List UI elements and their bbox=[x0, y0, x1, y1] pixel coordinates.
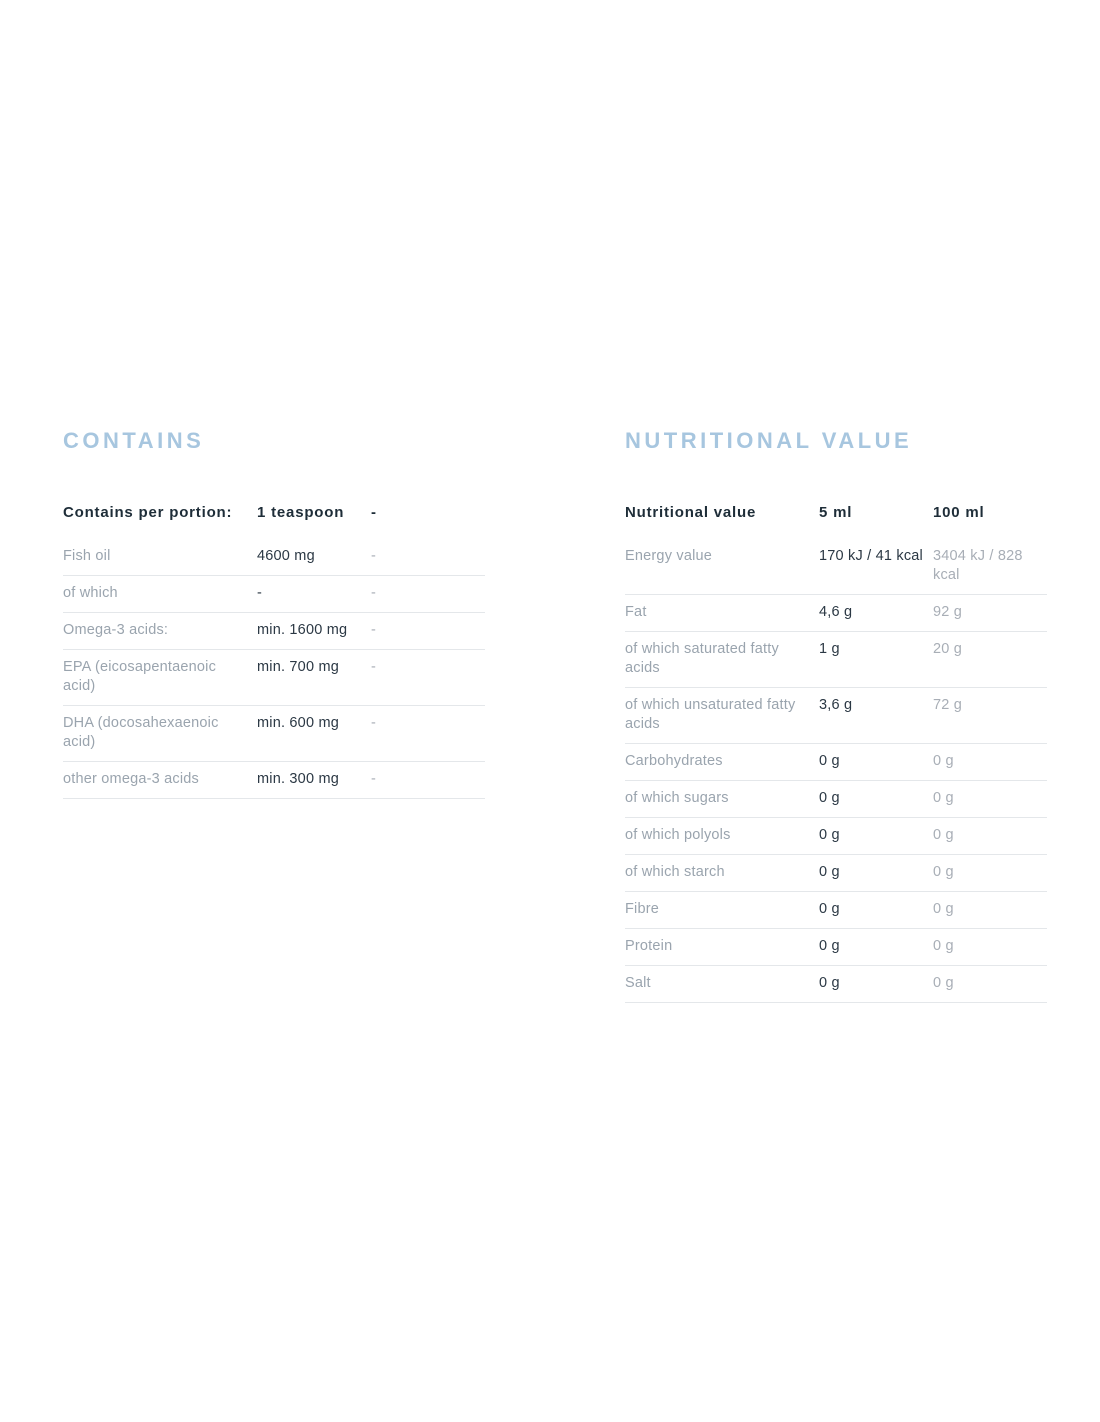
row-value: 3,6 g bbox=[819, 697, 853, 713]
table-row: Energy value 170 kJ / 41 kcal 3404 kJ / 82… bbox=[625, 539, 1047, 595]
row-label: of which saturated fatty acids bbox=[625, 641, 779, 676]
table-row: DHA (docosahexaenoic acid) min. 600 mg - bbox=[63, 706, 485, 762]
table-row: Salt 0 g 0 g bbox=[625, 966, 1047, 1003]
row-label: Energy value bbox=[625, 548, 713, 564]
table-row: of which saturated fatty acids 1 g 20 g bbox=[625, 632, 1047, 688]
table-row: Carbohydrates 0 g 0 g bbox=[625, 744, 1047, 781]
table-row: Fish oil 4600 mg - bbox=[63, 539, 485, 576]
contains-section-title: CONTAINS bbox=[63, 428, 205, 453]
row-label: of which unsaturated fatty acids bbox=[625, 697, 796, 732]
row-label: Omega-3 acids: bbox=[63, 622, 169, 638]
row-value: 170 kJ / 41 kcal bbox=[819, 548, 923, 564]
table-header-row: Contains per portion: 1 teaspoon - bbox=[63, 503, 485, 539]
row-secondary-value: - bbox=[371, 585, 377, 601]
row-label: Fat bbox=[625, 604, 647, 620]
row-secondary-value: - bbox=[371, 771, 377, 787]
row-value: 0 g bbox=[819, 790, 840, 806]
table-header-cell: - bbox=[371, 504, 377, 521]
table-row: of which starch 0 g 0 g bbox=[625, 855, 1047, 892]
table-header-row: Nutritional value 5 ml 100 ml bbox=[625, 503, 1047, 539]
row-secondary-value: 0 g bbox=[933, 827, 954, 843]
nutritional-value-section-title: NUTRITIONAL VALUE bbox=[625, 428, 913, 453]
row-value: - bbox=[257, 585, 263, 601]
table-row: other omega-3 acids min. 300 mg - bbox=[63, 762, 485, 799]
row-secondary-value: 0 g bbox=[933, 790, 954, 806]
row-value: 0 g bbox=[819, 975, 840, 991]
row-value: 0 g bbox=[819, 827, 840, 843]
row-value: 0 g bbox=[819, 753, 840, 769]
row-label: of which starch bbox=[625, 864, 725, 880]
row-value: 0 g bbox=[819, 938, 840, 954]
nutritional-value-table: Nutritional value 5 ml 100 ml Energy value 1… bbox=[625, 503, 1047, 1003]
row-value: 4,6 g bbox=[819, 604, 853, 620]
row-secondary-value: 0 g bbox=[933, 753, 954, 769]
row-value: min. 300 mg bbox=[257, 771, 339, 787]
row-label: Salt bbox=[625, 975, 651, 991]
table-row: Fibre 0 g 0 g bbox=[625, 892, 1047, 929]
table-row: Protein 0 g 0 g bbox=[625, 929, 1047, 966]
row-value: 0 g bbox=[819, 864, 840, 880]
table-row: Fat 4,6 g 92 g bbox=[625, 595, 1047, 632]
table-header-cell: Nutritional value bbox=[625, 504, 757, 521]
row-label: other omega-3 acids bbox=[63, 771, 199, 787]
row-value: 1 g bbox=[819, 641, 840, 657]
table-header-cell: Contains per portion: bbox=[63, 504, 233, 521]
row-label: of which polyols bbox=[625, 827, 731, 843]
table-row: of which sugars 0 g 0 g bbox=[625, 781, 1047, 818]
row-label: DHA (docosahexaenoic acid) bbox=[63, 715, 219, 750]
row-value: min. 700 mg bbox=[257, 659, 339, 675]
row-secondary-value: 0 g bbox=[933, 975, 954, 991]
section-contains: CONTAINS Contains per portion: 1 teaspoon… bbox=[63, 428, 485, 799]
row-secondary-value: - bbox=[371, 659, 377, 675]
row-secondary-value: 20 g bbox=[933, 641, 963, 657]
row-label: of which bbox=[63, 585, 118, 601]
table-row: EPA (eicosapentaenoic acid) min. 700 mg - bbox=[63, 650, 485, 706]
row-secondary-value: 72 g bbox=[933, 697, 963, 713]
row-label: Carbohydrates bbox=[625, 753, 723, 769]
row-value: 0 g bbox=[819, 901, 840, 917]
row-label: EPA (eicosapentaenoic acid) bbox=[63, 659, 217, 694]
row-secondary-value: - bbox=[371, 548, 377, 564]
row-secondary-value: 0 g bbox=[933, 938, 954, 954]
row-secondary-value: - bbox=[371, 715, 377, 731]
row-label: Protein bbox=[625, 938, 673, 954]
row-value: min. 600 mg bbox=[257, 715, 339, 731]
row-value: 4600 mg bbox=[257, 548, 315, 564]
table-row: of which - - bbox=[63, 576, 485, 613]
row-secondary-value: - bbox=[371, 622, 377, 638]
row-label: Fish oil bbox=[63, 548, 111, 564]
row-secondary-value: 92 g bbox=[933, 604, 963, 620]
table-row: Omega-3 acids: min. 1600 mg - bbox=[63, 613, 485, 650]
row-secondary-value: 0 g bbox=[933, 864, 954, 880]
row-label: Fibre bbox=[625, 901, 660, 917]
row-secondary-value: 0 g bbox=[933, 901, 954, 917]
row-value: min. 1600 mg bbox=[257, 622, 348, 638]
contains-table: Contains per portion: 1 teaspoon - Fish oil… bbox=[63, 503, 485, 799]
table-header-cell: 1 teaspoon bbox=[257, 504, 345, 521]
table-header-cell: 100 ml bbox=[933, 504, 985, 521]
row-secondary-value: 3404 kJ / 828 kcal bbox=[933, 548, 1023, 583]
table-row: of which polyols 0 g 0 g bbox=[625, 818, 1047, 855]
table-row: of which unsaturated fatty acids 3,6 g 72 … bbox=[625, 688, 1047, 744]
section-nutritional-value: NUTRITIONAL VALUE Nutritional value 5 ml 1… bbox=[625, 428, 1047, 1003]
row-label: of which sugars bbox=[625, 790, 729, 806]
table-header-cell: 5 ml bbox=[819, 504, 853, 521]
